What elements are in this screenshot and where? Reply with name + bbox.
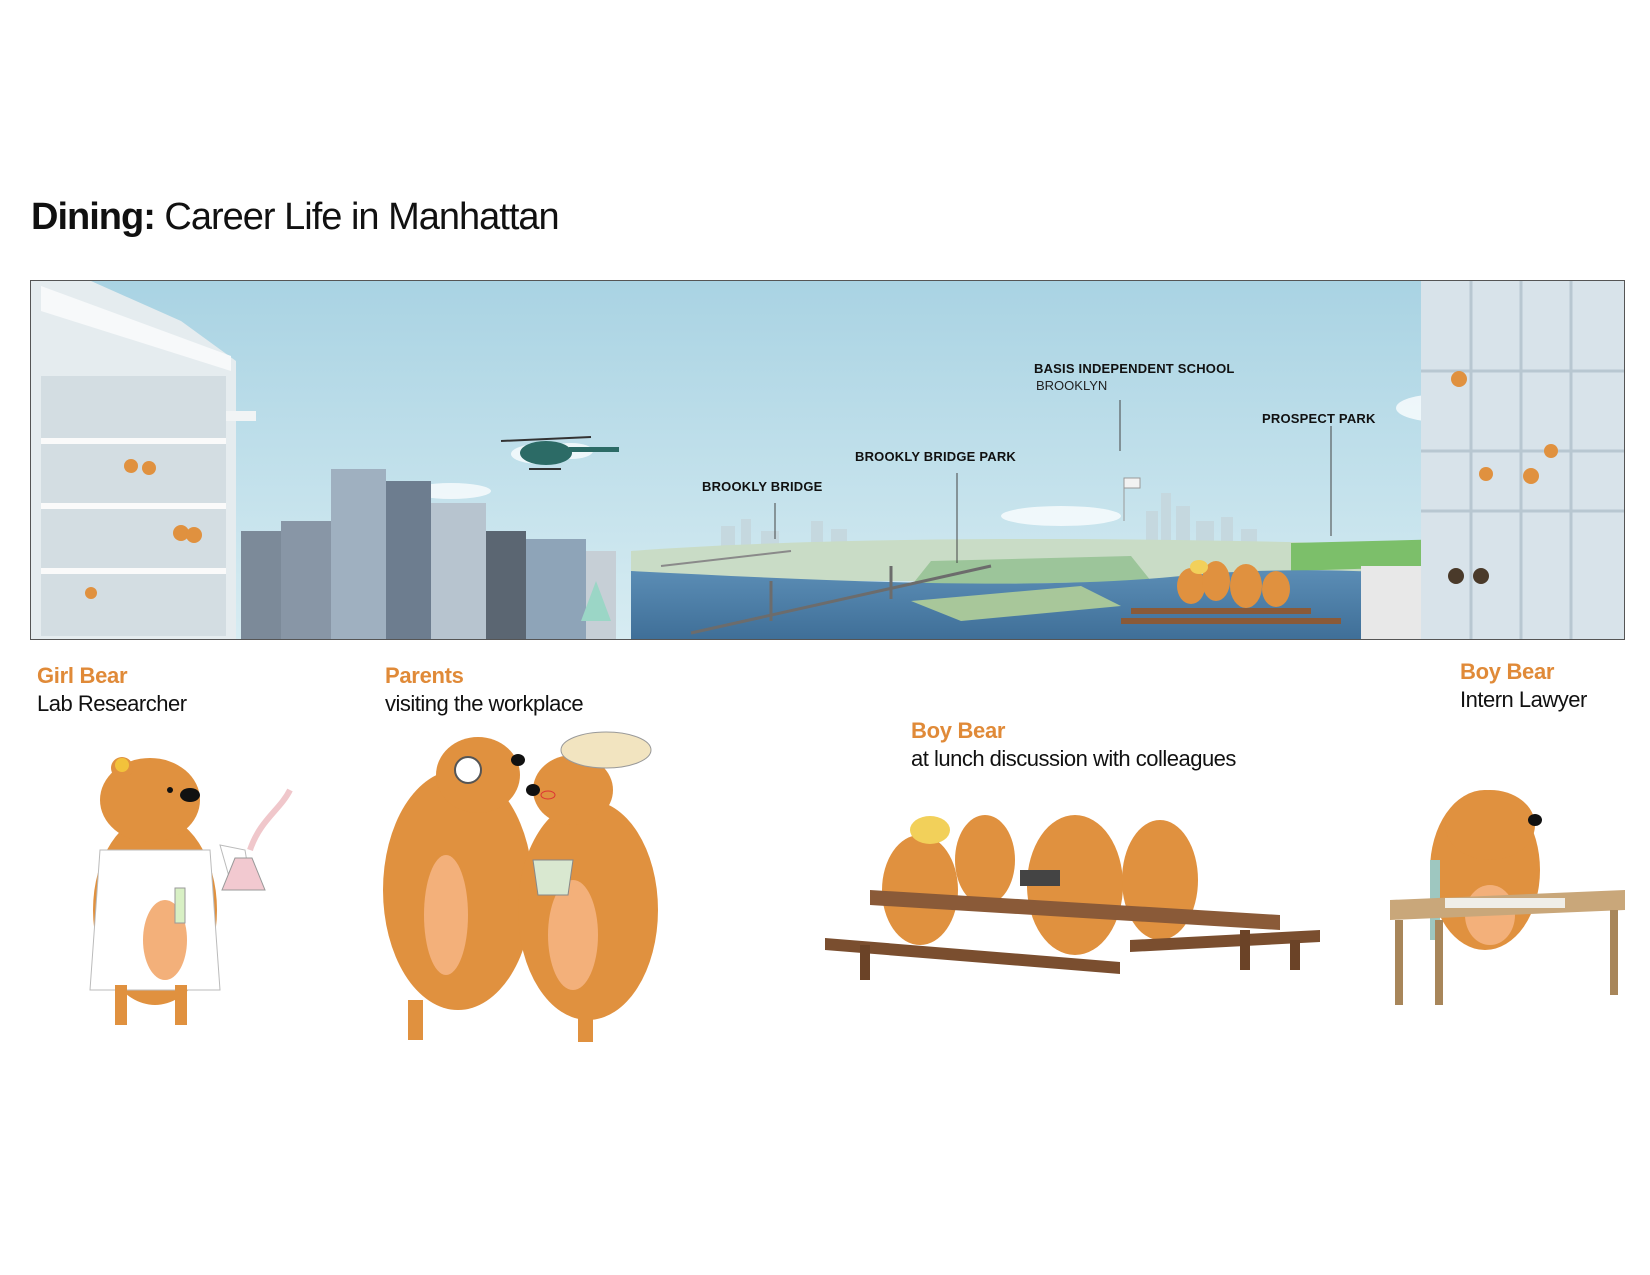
lab-building xyxy=(31,281,256,639)
lunch-discussion-illustration xyxy=(825,815,1320,980)
bridge-park-pier xyxy=(911,586,1121,621)
brooklyn-bridge xyxy=(690,564,992,635)
prospect-park-green xyxy=(1291,539,1451,571)
parents-illustration xyxy=(383,731,658,1042)
caption-boy-bear-lunch: Boy Bear at lunch discussion with collea… xyxy=(911,718,1236,772)
intern-lawyer-illustration xyxy=(1390,790,1625,1005)
page-title: Dining: Career Life in Manhattan xyxy=(31,196,560,239)
midtown-towers xyxy=(241,469,616,639)
caption-girl-bear: Girl Bear Lab Researcher xyxy=(37,663,187,717)
school-marker xyxy=(1123,477,1141,521)
character-role: Lab Researcher xyxy=(37,691,187,716)
character-role: visiting the workplace xyxy=(385,691,584,716)
rooftop-lunch xyxy=(1121,560,1341,624)
girl-bear-illustration xyxy=(89,757,293,1025)
office-building xyxy=(1361,281,1624,639)
character-role: Intern Lawyer xyxy=(1460,687,1587,712)
caption-parents: Parents visiting the workplace xyxy=(385,663,584,717)
character-name: Girl Bear xyxy=(37,663,128,688)
helicopter xyxy=(500,436,619,470)
label-brooklyn-bridge-park: BROOKLY BRIDGE PARK xyxy=(855,449,1017,464)
character-role: at lunch discussion with colleagues xyxy=(911,746,1236,771)
caption-boy-bear-lawyer: Boy Bear Intern Lawyer xyxy=(1460,659,1587,713)
label-prospect-park: PROSPECT PARK xyxy=(1262,411,1376,426)
page-title-bold: Dining: xyxy=(31,196,156,238)
park-green xyxy=(911,556,1151,586)
label-brooklyn-bridge: BROOKLY BRIDGE xyxy=(702,479,823,494)
label-basis-school: BASIS INDEPENDENT SCHOOL xyxy=(1034,361,1235,376)
manhattan-panorama: BROOKLY BRIDGE BROOKLY BRIDGE PARK BASIS… xyxy=(30,280,1625,640)
character-name: Boy Bear xyxy=(911,718,1006,743)
label-basis-school-location: BROOKLYN xyxy=(1036,378,1108,393)
manhattan-bridge xyxy=(660,550,792,567)
character-name: Parents xyxy=(385,663,464,688)
label-leaders xyxy=(774,400,1332,563)
panorama-illustration xyxy=(31,281,1624,639)
character-name: Boy Bear xyxy=(1460,659,1555,684)
page-title-rest: Career Life in Manhattan xyxy=(154,196,559,238)
